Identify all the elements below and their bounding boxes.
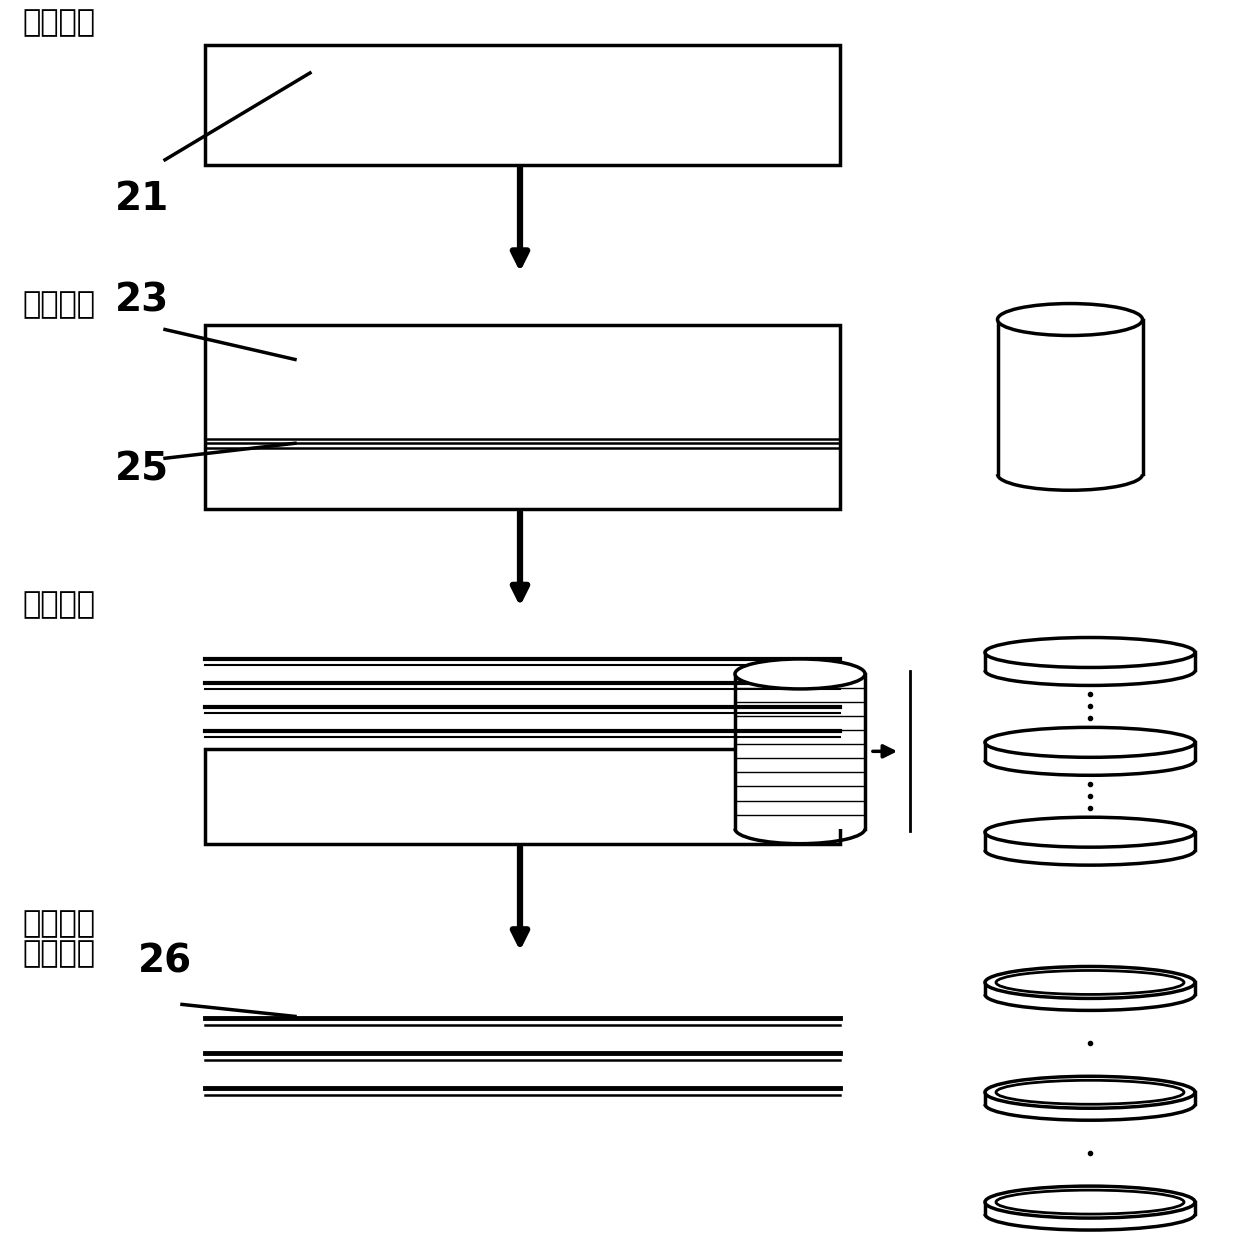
Text: 21: 21 [115, 180, 169, 218]
Bar [985, 1092, 1195, 1105]
Text: 成长工程: 成长工程 [22, 291, 95, 320]
Bar [205, 45, 839, 165]
Text: 25: 25 [115, 450, 169, 488]
Bar [985, 982, 1195, 994]
Ellipse shape [735, 659, 866, 689]
Text: 研磨工程: 研磨工程 [22, 910, 95, 938]
Ellipse shape [985, 1077, 1195, 1108]
Ellipse shape [985, 638, 1195, 668]
Ellipse shape [997, 303, 1142, 336]
Bar [985, 833, 1195, 850]
Text: 切片工程: 切片工程 [22, 590, 95, 619]
Ellipse shape [985, 966, 1195, 999]
Bar [205, 325, 839, 509]
Text: 23: 23 [115, 282, 169, 320]
Text: 成长准备: 成长准备 [22, 8, 95, 36]
Bar [205, 749, 839, 844]
Ellipse shape [985, 727, 1195, 757]
Text: 洗净工程: 洗净工程 [22, 940, 95, 969]
Text: 26: 26 [138, 942, 192, 980]
Bar [985, 742, 1195, 760]
Ellipse shape [985, 1186, 1195, 1218]
Bar [735, 674, 866, 829]
Bar [997, 320, 1142, 474]
Bar [985, 1203, 1195, 1214]
Bar [985, 653, 1195, 671]
Ellipse shape [985, 818, 1195, 847]
